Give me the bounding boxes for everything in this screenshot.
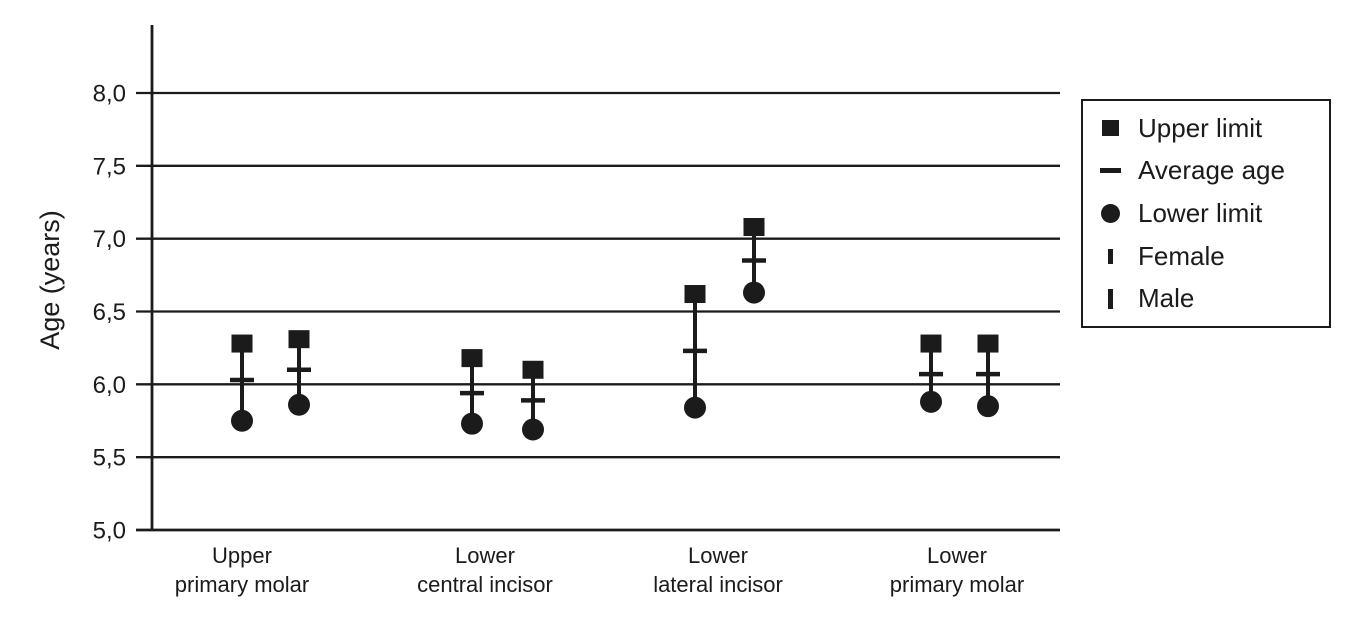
- x-category-label-line2: primary molar: [174, 572, 310, 597]
- legend-circle-icon: [1096, 203, 1124, 223]
- bar-tall-marker-icon: [1107, 288, 1113, 309]
- x-category-label-line2: primary molar: [889, 572, 1025, 597]
- y-tick-label: 8,0: [93, 81, 126, 108]
- y-tick-label: 5,0: [93, 518, 126, 545]
- legend-label: Female: [1138, 240, 1225, 271]
- y-axis-title: Age (years): [35, 210, 65, 350]
- circle-marker-icon: [1100, 203, 1120, 223]
- upper-limit-square: [231, 334, 253, 353]
- legend-item: Average age: [1096, 155, 1329, 186]
- y-tick-label: 7,0: [93, 226, 126, 253]
- legend-item: Female: [1096, 241, 1329, 272]
- y-tick-label: 7,5: [93, 153, 126, 180]
- upper-limit-square: [522, 360, 544, 379]
- legend-label: Lower limit: [1138, 197, 1263, 228]
- lower-limit-circle: [920, 390, 942, 413]
- lower-limit-circle: [461, 412, 483, 435]
- x-category-label: Upper primary molar: [122, 541, 362, 599]
- bar-short-marker-icon: [1107, 248, 1113, 264]
- lower-limit-circle: [288, 393, 310, 416]
- x-category-label: Lower central incisor: [365, 541, 605, 599]
- legend-bar-short-icon: [1096, 248, 1124, 264]
- x-category-label-line1: Lower: [688, 543, 748, 568]
- x-category-label: Lower lateral incisor: [598, 541, 838, 599]
- legend-item: Upper limit: [1096, 113, 1329, 144]
- upper-limit-square: [743, 218, 765, 237]
- upper-limit-square: [461, 349, 483, 368]
- dash-marker-icon: [1099, 168, 1121, 174]
- upper-limit-square: [684, 285, 706, 304]
- x-category-label-line1: Upper: [212, 543, 272, 568]
- x-category-label-line1: Lower: [927, 543, 987, 568]
- legend-item: Male: [1096, 283, 1329, 314]
- lower-limit-circle: [522, 418, 544, 441]
- upper-limit-square: [920, 334, 942, 353]
- upper-limit-square: [977, 334, 999, 353]
- legend-label: Average age: [1138, 155, 1285, 186]
- legend-square-icon: [1096, 120, 1124, 137]
- x-category-label-line1: Lower: [455, 543, 515, 568]
- lower-limit-circle: [684, 396, 706, 419]
- x-category-label: Lower primary molar: [837, 541, 1077, 599]
- upper-limit-square: [288, 330, 310, 349]
- legend-bar-tall-icon: [1096, 288, 1124, 309]
- legend: Upper limit Average age Lower limit Female M…: [1081, 99, 1331, 328]
- lower-limit-circle: [743, 281, 765, 304]
- y-tick-label: 5,5: [93, 445, 126, 472]
- legend-label: Upper limit: [1138, 112, 1263, 143]
- x-category-label-line2: lateral incisor: [653, 572, 783, 597]
- x-category-label-line2: central incisor: [417, 572, 553, 597]
- square-marker-icon: [1101, 120, 1119, 137]
- lower-limit-circle: [231, 409, 253, 432]
- y-tick-label: 6,5: [93, 299, 126, 326]
- legend-dash-icon: [1096, 168, 1124, 174]
- legend-item: Lower limit: [1096, 198, 1329, 229]
- legend-label: Male: [1138, 283, 1195, 314]
- lower-limit-circle: [977, 395, 999, 418]
- y-tick-label: 6,0: [93, 372, 126, 399]
